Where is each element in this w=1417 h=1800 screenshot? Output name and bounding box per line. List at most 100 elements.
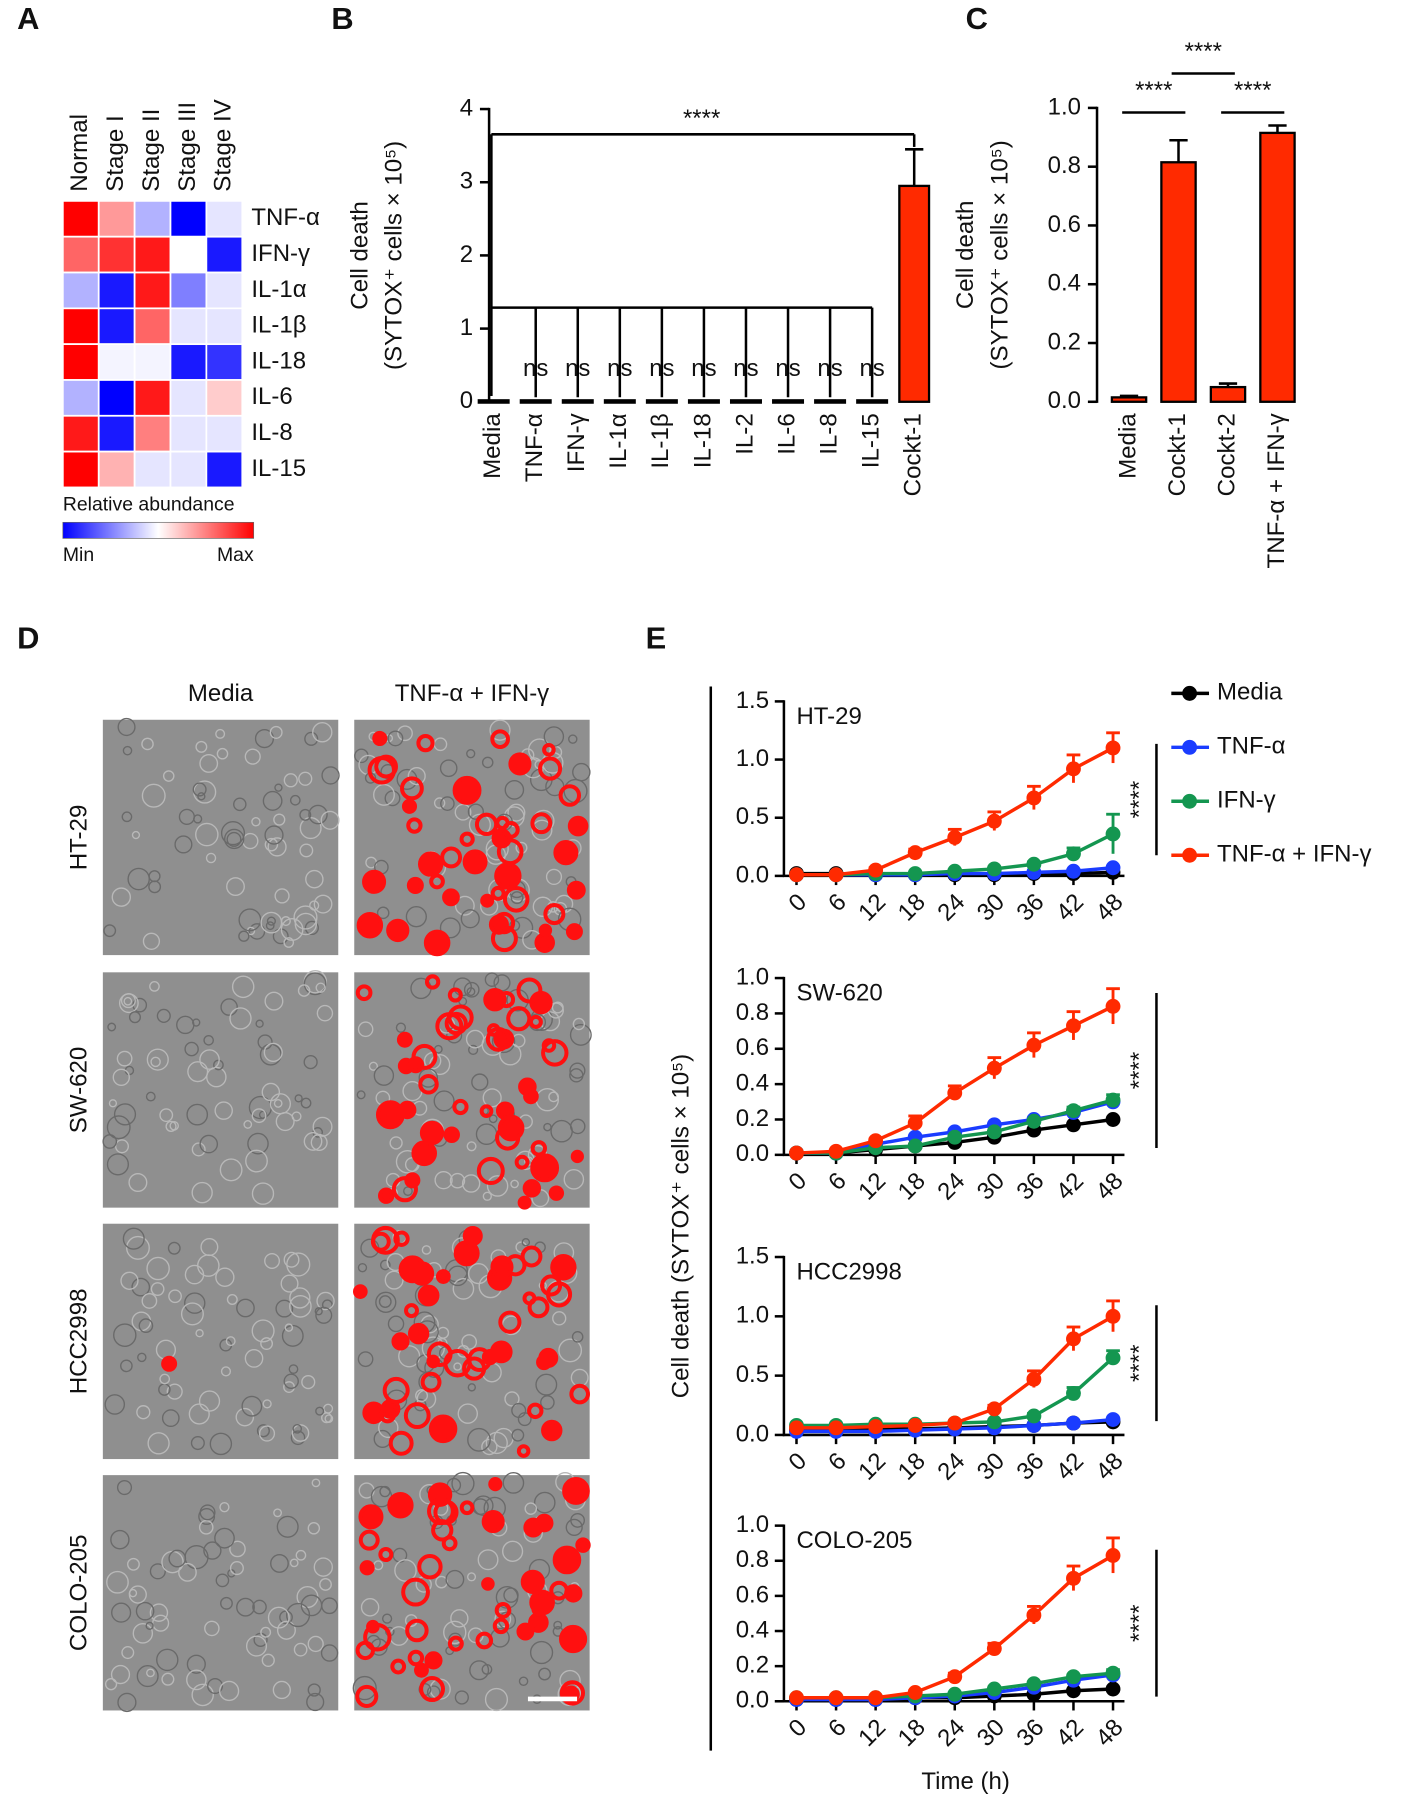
cell-texture [304, 920, 319, 936]
cell-texture [291, 1111, 302, 1122]
cell-texture [136, 1665, 159, 1688]
subplot-title: COLO-205 [796, 1527, 912, 1554]
cell-texture [439, 917, 461, 939]
cell-texture [131, 1277, 151, 1297]
cell-texture [565, 1518, 583, 1537]
cell-texture [113, 1323, 137, 1347]
cell-texture [273, 1099, 283, 1108]
data-point [1066, 863, 1081, 879]
cell-texture [106, 1115, 131, 1140]
heat-cell [205, 200, 244, 238]
significance: **** [1126, 1052, 1153, 1090]
cell-texture [421, 1245, 432, 1255]
cell-texture [300, 1097, 312, 1109]
data-point [947, 1129, 963, 1145]
data-point [947, 1686, 963, 1702]
subplot-title: HCC2998 [796, 1258, 901, 1285]
bar [603, 399, 636, 404]
cell-texture [235, 1407, 255, 1427]
dead-cell [393, 1230, 410, 1247]
cell-texture [236, 1298, 255, 1318]
cell-texture [375, 1291, 397, 1313]
cell-texture [272, 928, 289, 945]
bar [561, 399, 594, 404]
x-tick-label: 42 [1051, 888, 1089, 926]
cell-texture [197, 792, 206, 801]
row-label: IFN-γ [251, 240, 310, 267]
cell-texture [247, 1132, 269, 1155]
x-tick-label: 24 [932, 1448, 970, 1486]
dead-cell [356, 911, 384, 939]
data-point [828, 1690, 844, 1706]
cell-texture [550, 1119, 573, 1143]
dead-cell [497, 990, 516, 1009]
data-point [1066, 1570, 1081, 1586]
heat-cell [205, 307, 244, 346]
cell-texture [204, 1620, 220, 1637]
heat-cell [61, 379, 100, 417]
heat-cell [133, 379, 172, 417]
legend-entry: TNF-α [1217, 733, 1286, 760]
cell-texture [216, 747, 229, 760]
cell-texture [146, 1256, 170, 1281]
cell-texture [241, 1395, 263, 1417]
dead-cell [407, 1649, 425, 1667]
cell-texture [260, 1337, 274, 1351]
data-point [986, 861, 1002, 877]
cell-texture [276, 1620, 296, 1640]
dead-cell [516, 977, 543, 1004]
data-point [1026, 856, 1042, 872]
dead-cell [420, 1371, 442, 1393]
data-point [1105, 1412, 1121, 1427]
x-tick-label: 24 [932, 1714, 970, 1752]
cell-texture [352, 1675, 377, 1701]
dead-cell [508, 752, 532, 776]
column-label: Stage II [138, 109, 165, 192]
heat-cell [133, 200, 172, 238]
x-tick-label: 30 [972, 888, 1010, 926]
cell-texture [191, 1181, 213, 1204]
y-tick-label: 1 [460, 314, 473, 341]
dead-cell [492, 911, 516, 935]
cell-texture [191, 1142, 206, 1157]
panel-label: E [646, 621, 667, 656]
column-label: Normal [66, 114, 93, 192]
heat-cell [169, 343, 208, 381]
data-point [986, 1124, 1002, 1140]
data-point [986, 1414, 1002, 1430]
row-label: IL-8 [251, 419, 292, 446]
cell-texture [106, 1153, 129, 1176]
cell-texture [321, 766, 340, 785]
data-point [1105, 1112, 1121, 1127]
data-point [868, 1133, 884, 1149]
cell-texture [141, 1293, 158, 1309]
cell-texture [303, 1131, 323, 1151]
dead-cell [435, 1269, 451, 1284]
cell-texture [307, 1522, 321, 1535]
cell-texture [443, 1620, 467, 1645]
cell-texture [265, 921, 275, 931]
cell-texture [387, 1315, 405, 1333]
cell-texture [368, 1061, 379, 1071]
data-point [1066, 1683, 1081, 1699]
dead-cell [558, 784, 582, 807]
cell-texture [360, 1598, 380, 1617]
cell-texture [468, 1044, 479, 1056]
heat-cell [169, 307, 208, 346]
dead-cell [480, 893, 495, 908]
image-row-label: HT-29 [65, 805, 92, 871]
dead-cell [161, 1355, 178, 1372]
cell-texture [207, 1677, 224, 1695]
cell-texture [299, 843, 314, 858]
y-tick-label: 0.6 [1048, 211, 1081, 238]
x-tick-label: 42 [1051, 1714, 1089, 1752]
dead-cell [370, 1231, 391, 1252]
cell-texture [405, 905, 427, 928]
y-tick-label: 0.0 [736, 861, 769, 888]
data-point [1105, 860, 1121, 876]
cell-texture [453, 1362, 462, 1371]
cell-texture [145, 1091, 156, 1102]
cell-texture [272, 1680, 291, 1700]
data-point [1105, 1092, 1121, 1108]
cell-texture [373, 1065, 395, 1086]
